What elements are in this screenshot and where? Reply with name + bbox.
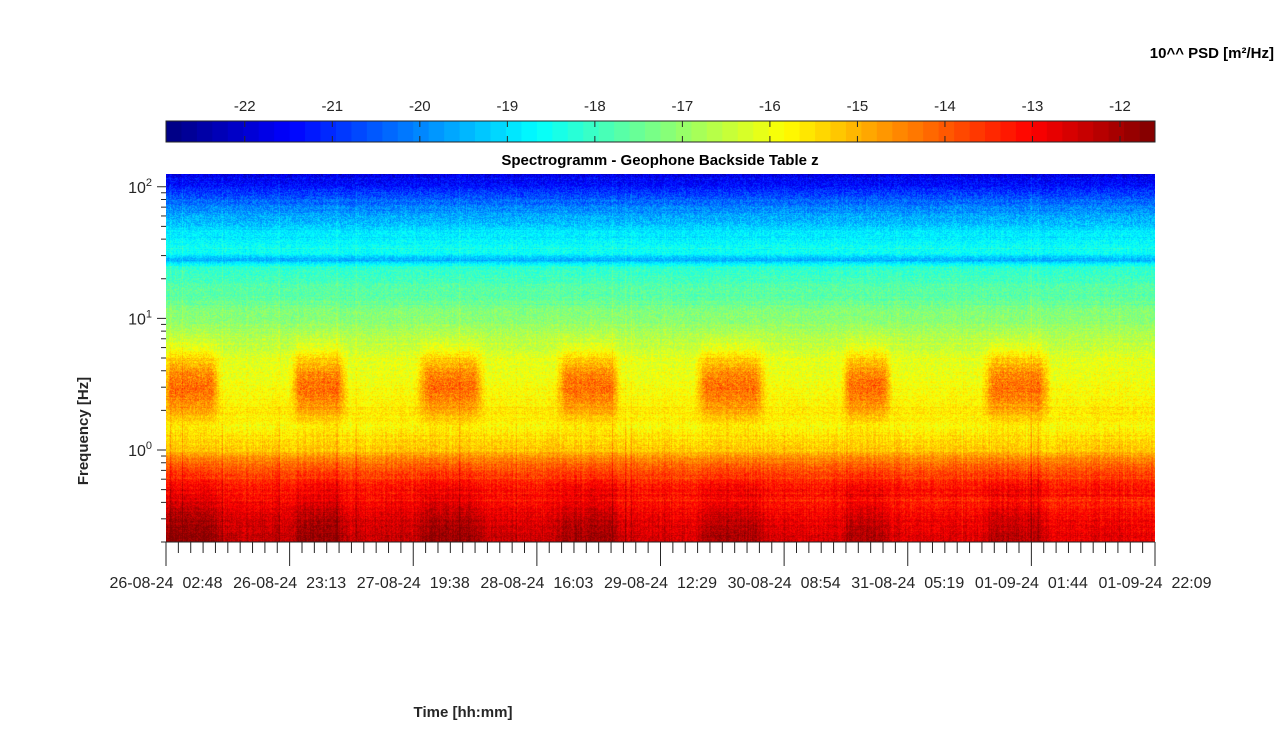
colorbar-segment	[892, 121, 909, 142]
x-tick-label: 26-08-24 23:13	[233, 575, 346, 592]
x-tick-label: 01-09-24 01:44	[975, 575, 1088, 592]
colorbar-segment	[938, 121, 955, 142]
colorbar-segment	[815, 121, 831, 142]
colorbar-segment	[552, 121, 569, 142]
colorbar-segment	[243, 121, 260, 142]
colorbar-segment	[382, 121, 399, 142]
colorbar-segment	[459, 121, 476, 142]
colorbar-segment	[985, 121, 1001, 142]
colorbar-segment	[1077, 121, 1094, 142]
colorbar-segment	[722, 121, 739, 142]
colorbar-segment	[397, 121, 414, 142]
colorbar-tick-label: -22	[234, 98, 256, 115]
chart-title: Spectrogramm - Geophone Backside Table z	[501, 152, 818, 169]
colorbar-tick-label: -19	[496, 98, 518, 115]
colorbar-segment	[320, 121, 337, 142]
colorbar-segment	[660, 121, 677, 142]
colorbar-tick-label: -15	[847, 98, 869, 115]
y-axis-label: Frequency [Hz]	[75, 377, 92, 485]
colorbar-segment	[567, 121, 584, 142]
colorbar-segment	[1031, 121, 1048, 142]
colorbar-frame	[165, 120, 1156, 143]
colorbar-segment	[227, 121, 244, 142]
colorbar-segment	[413, 121, 430, 142]
colorbar-tick-label: -14	[934, 98, 956, 115]
y-tick-label: 100	[128, 440, 152, 460]
colorbar-segment	[258, 121, 275, 142]
x-tick-label: 01-09-24 22:09	[1099, 575, 1212, 592]
colorbar-segment	[954, 121, 970, 142]
spectrogram-heatmap	[166, 174, 1155, 542]
x-axis: 26-08-24 02:48 26-08-24 23:13 27-08-24 19:…	[110, 541, 1212, 592]
colorbar-segment	[799, 121, 816, 142]
x-tick-label: 30-08-24 08:54	[728, 575, 841, 592]
colorbar-tick-label: -12	[1109, 98, 1131, 115]
colorbar-segment	[428, 121, 445, 142]
colorbar-segment	[1139, 121, 1156, 142]
colorbar-tick-label: -17	[672, 98, 694, 115]
colorbar: -22 -21 -20 -19 -18 -17 -16 -15 -14 -13 -12	[165, 98, 1156, 143]
y-tick-label: 102	[128, 177, 152, 197]
colorbar-segment	[1046, 121, 1063, 142]
colorbar-segment	[490, 121, 507, 142]
colorbar-segment	[907, 121, 924, 142]
colorbar-segment	[768, 121, 785, 142]
colorbar-segment	[583, 121, 600, 142]
colorbar-segment	[536, 121, 553, 142]
colorbar-segment	[444, 121, 461, 142]
colorbar-tick-label: -21	[321, 98, 343, 115]
colorbar-segment	[505, 121, 522, 142]
colorbar-segment	[475, 121, 491, 142]
x-tick-label: 28-08-24 16:03	[480, 575, 593, 592]
colorbar-segment	[861, 121, 878, 142]
colorbar-segment	[675, 121, 692, 142]
colorbar-segment	[305, 121, 321, 142]
colorbar-segment	[196, 121, 213, 142]
x-tick-label: 31-08-24 05:19	[851, 575, 964, 592]
colorbar-segment	[923, 121, 940, 142]
colorbar-segment	[1015, 121, 1032, 142]
colorbar-segment	[212, 121, 229, 142]
colorbar-segment	[289, 121, 306, 142]
colorbar-segment	[876, 121, 893, 142]
colorbar-tick-label: -16	[759, 98, 781, 115]
colorbar-segment	[335, 121, 352, 142]
colorbar-segment	[629, 121, 646, 142]
colorbar-segment	[753, 121, 770, 142]
colorbar-segment	[598, 121, 615, 142]
colorbar-segment	[366, 121, 383, 142]
colorbar-segment	[845, 121, 862, 142]
x-axis-label: Time [hh:mm]	[414, 704, 513, 721]
colorbar-segment	[784, 121, 800, 142]
colorbar-label: 10^^ PSD [m²/Hz]	[1150, 45, 1274, 62]
colorbar-segment	[969, 121, 986, 142]
colorbar-segment	[645, 121, 661, 142]
colorbar-segment	[1000, 121, 1017, 142]
colorbar-segment	[1062, 121, 1079, 142]
x-tick-label: 27-08-24 19:38	[357, 575, 470, 592]
colorbar-tick-label: -18	[584, 98, 606, 115]
colorbar-tick-label: -20	[409, 98, 431, 115]
colorbar-segment	[737, 121, 754, 142]
colorbar-segment	[691, 121, 708, 142]
colorbar-tick-label: -13	[1022, 98, 1044, 115]
colorbar-segment	[1093, 121, 1110, 142]
colorbar-segment	[1108, 121, 1125, 142]
y-tick-label: 101	[128, 308, 152, 328]
colorbar-segment	[166, 121, 182, 142]
colorbar-segment	[1124, 121, 1140, 142]
colorbar-segment	[274, 121, 291, 142]
colorbar-segment	[614, 121, 630, 142]
x-tick-label: 29-08-24 12:29	[604, 575, 717, 592]
colorbar-segment	[351, 121, 368, 142]
colorbar-segment	[521, 121, 538, 142]
colorbar-segment	[181, 121, 198, 142]
colorbar-segment	[830, 121, 847, 142]
y-axis: 100 101 102	[128, 177, 166, 543]
colorbar-segment	[706, 121, 723, 142]
x-tick-label: 26-08-24 02:48	[110, 575, 223, 592]
